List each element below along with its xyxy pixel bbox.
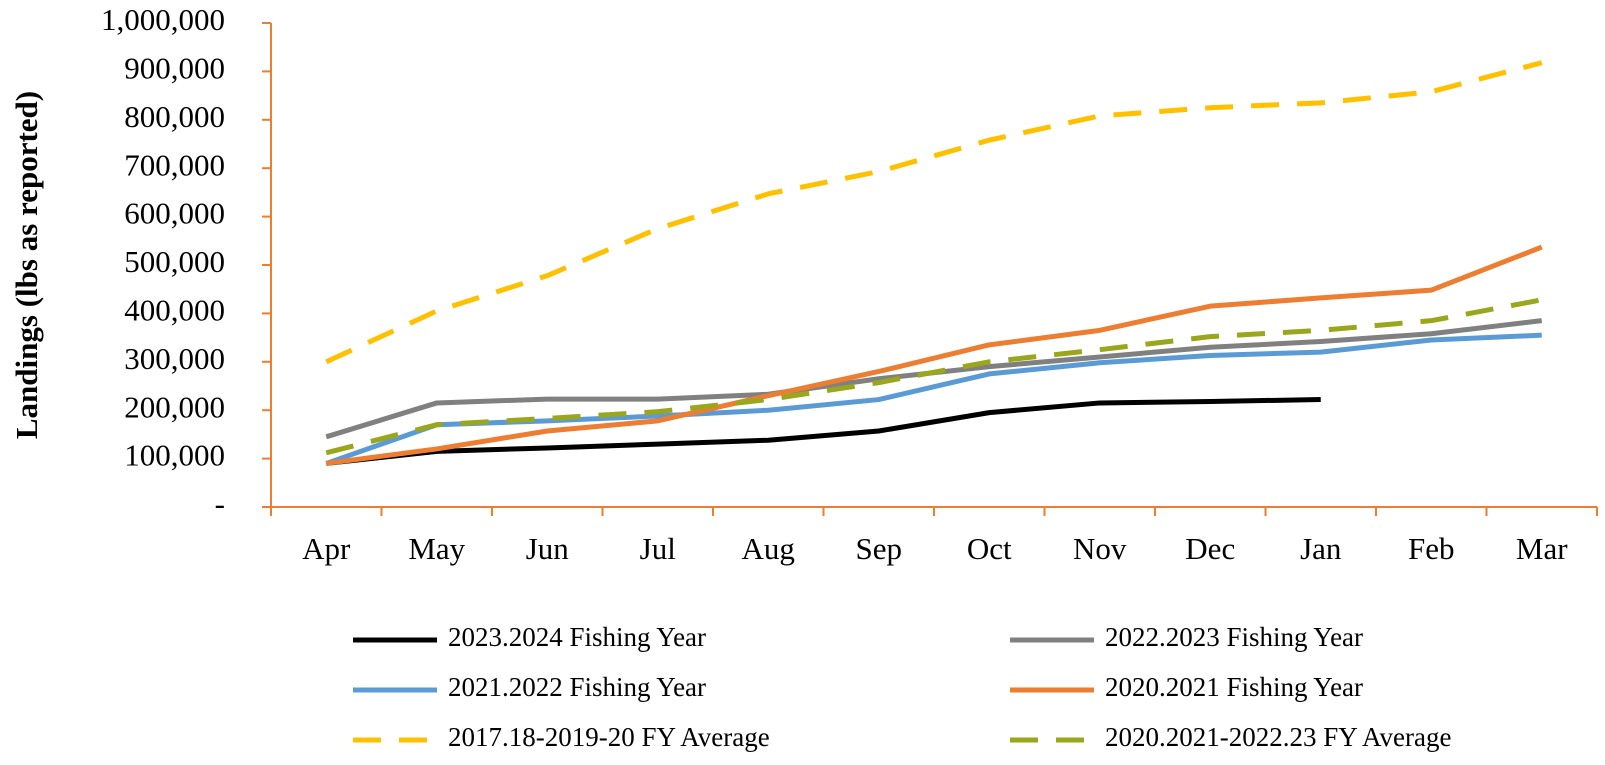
x-tick-label: Mar: [1516, 531, 1568, 566]
legend-label: 2022.2023 Fishing Year: [1105, 622, 1363, 652]
x-tick-label: Oct: [967, 531, 1012, 566]
y-tick-label: 600,000: [124, 196, 225, 231]
x-tick-label: Aug: [742, 531, 795, 566]
series-line: [325, 297, 1543, 456]
legend-label: 2020.2021 Fishing Year: [1105, 672, 1363, 702]
x-tick-label: Feb: [1408, 531, 1455, 566]
y-tick-label: 900,000: [124, 51, 225, 86]
y-tick-label: 400,000: [124, 293, 225, 328]
series-line: [325, 244, 1543, 466]
x-tick-label: Jun: [526, 531, 570, 566]
y-tick-label: -: [215, 486, 225, 521]
y-tick-label: 300,000: [124, 341, 225, 376]
y-tick-label: 100,000: [124, 438, 225, 473]
x-tick-label: Jan: [1300, 531, 1342, 566]
x-tick-label: Nov: [1073, 531, 1127, 566]
series-line: [325, 60, 1543, 365]
x-tick-label: May: [408, 531, 465, 566]
y-tick-label: 700,000: [124, 147, 225, 182]
y-tick-label: 800,000: [124, 99, 225, 134]
legend-label: 2021.2022 Fishing Year: [448, 672, 706, 702]
legend-label: 2023.2024 Fishing Year: [448, 622, 706, 652]
y-tick-label: 200,000: [124, 389, 225, 424]
y-axis-label: Landings (lbs as reported): [9, 91, 44, 439]
x-tick-label: Jul: [640, 531, 676, 566]
y-tick-label: 500,000: [124, 244, 225, 279]
x-tick-label: Dec: [1185, 531, 1235, 566]
series-line: [325, 397, 1321, 466]
y-tick-label: 1,000,000: [101, 2, 225, 37]
legend-label: 2017.18-2019-20 FY Average: [448, 722, 770, 752]
legend-label: 2020.2021-2022.23 FY Average: [1105, 722, 1451, 752]
x-tick-label: Sep: [856, 531, 903, 566]
x-tick-label: Apr: [302, 531, 351, 566]
